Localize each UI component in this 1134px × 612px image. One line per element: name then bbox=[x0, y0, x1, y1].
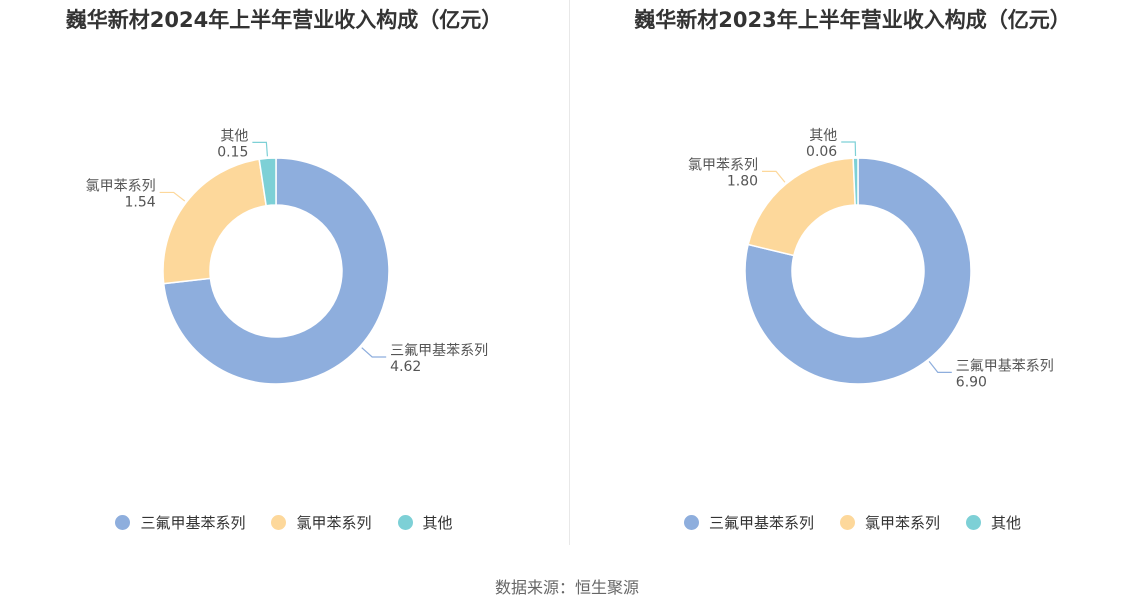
legend-label: 氯甲苯系列 bbox=[296, 514, 372, 532]
data-source: 数据来源：恒生聚源 bbox=[494, 578, 639, 597]
slice-label-chlorotoluene: 氯甲苯系列 bbox=[86, 177, 156, 194]
slice-label-other: 其他 bbox=[220, 128, 248, 144]
panel-divider bbox=[569, 0, 570, 545]
slice-value-chlorotoluene: 1.54 bbox=[125, 194, 156, 210]
legend-label: 三氟甲基苯系列 bbox=[140, 514, 246, 532]
legend-dot-icon bbox=[683, 515, 699, 530]
legend-item-trifluoromethylbenzene[interactable]: 三氟甲基苯系列 bbox=[683, 512, 814, 533]
slice-label-chlorotoluene: 氯甲苯系列 bbox=[688, 156, 758, 173]
slice-chlorotoluene[interactable] bbox=[747, 157, 856, 257]
legend-label: 其他 bbox=[422, 514, 453, 532]
slice-value-chlorotoluene: 1.80 bbox=[727, 173, 758, 189]
slice-value-trifluoromethylbenzene: 6.90 bbox=[956, 374, 987, 390]
chart-title-2023: 巍华新材2023年上半年营业收入构成（亿元） bbox=[634, 8, 1071, 32]
legend-label: 氯甲苯系列 bbox=[864, 514, 940, 532]
leader-line-other bbox=[252, 141, 269, 157]
slice-trifluoromethylbenzene[interactable] bbox=[744, 157, 972, 385]
legend-item-chlorotoluene[interactable]: 氯甲苯系列 bbox=[839, 512, 940, 533]
legend-dot-icon bbox=[271, 515, 287, 530]
legend-label: 其他 bbox=[991, 514, 1022, 532]
slice-other[interactable] bbox=[852, 157, 859, 206]
leader-line-chlorotoluene bbox=[762, 170, 786, 183]
legend-label: 三氟甲基苯系列 bbox=[708, 514, 814, 532]
leader-line-trifluoromethylbenzene bbox=[928, 360, 952, 373]
slice-value-other: 0.15 bbox=[217, 144, 248, 160]
slice-value-other: 0.06 bbox=[806, 144, 837, 160]
slice-trifluoromethylbenzene[interactable] bbox=[162, 157, 390, 385]
legend-item-trifluoromethylbenzene[interactable]: 三氟甲基苯系列 bbox=[115, 512, 245, 533]
legend-dot-icon bbox=[115, 515, 131, 530]
chart-panel-2024: 巍华新材2024年上半年营业收入构成（亿元） 三氟甲基苯系列 4.62 氯甲苯系列 1… bbox=[0, 0, 568, 545]
slice-label-trifluoromethylbenzene: 三氟甲基苯系列 bbox=[956, 357, 1054, 374]
chart-panel-2023: 巍华新材2023年上半年营业收入构成（亿元） 三氟甲基苯系列 6.90 氯甲苯系列 1… bbox=[571, 0, 1134, 545]
legend-item-other[interactable]: 其他 bbox=[397, 512, 453, 533]
legend-2023: 三氟甲基苯系列 氯甲苯系列 其他 bbox=[571, 512, 1134, 533]
slice-other[interactable] bbox=[258, 157, 277, 207]
leader-line-other bbox=[841, 141, 857, 157]
slice-value-trifluoromethylbenzene: 4.62 bbox=[390, 359, 421, 375]
legend-dot-icon bbox=[839, 515, 855, 530]
legend-dot-icon bbox=[966, 515, 981, 530]
slice-label-trifluoromethylbenzene: 三氟甲基苯系列 bbox=[390, 342, 488, 359]
slice-label-other: 其他 bbox=[809, 128, 837, 144]
legend-2024: 三氟甲基苯系列 氯甲苯系列 其他 bbox=[0, 512, 568, 533]
leader-line-trifluoromethylbenzene bbox=[361, 347, 387, 358]
legend-item-chlorotoluene[interactable]: 氯甲苯系列 bbox=[271, 512, 372, 533]
legend-item-other[interactable]: 其他 bbox=[966, 512, 1021, 533]
slice-chlorotoluene[interactable] bbox=[162, 158, 268, 285]
chart-title-2024: 巍华新材2024年上半年营业收入构成（亿元） bbox=[65, 8, 503, 32]
legend-dot-icon bbox=[397, 515, 413, 530]
leader-line-chlorotoluene bbox=[159, 191, 186, 202]
